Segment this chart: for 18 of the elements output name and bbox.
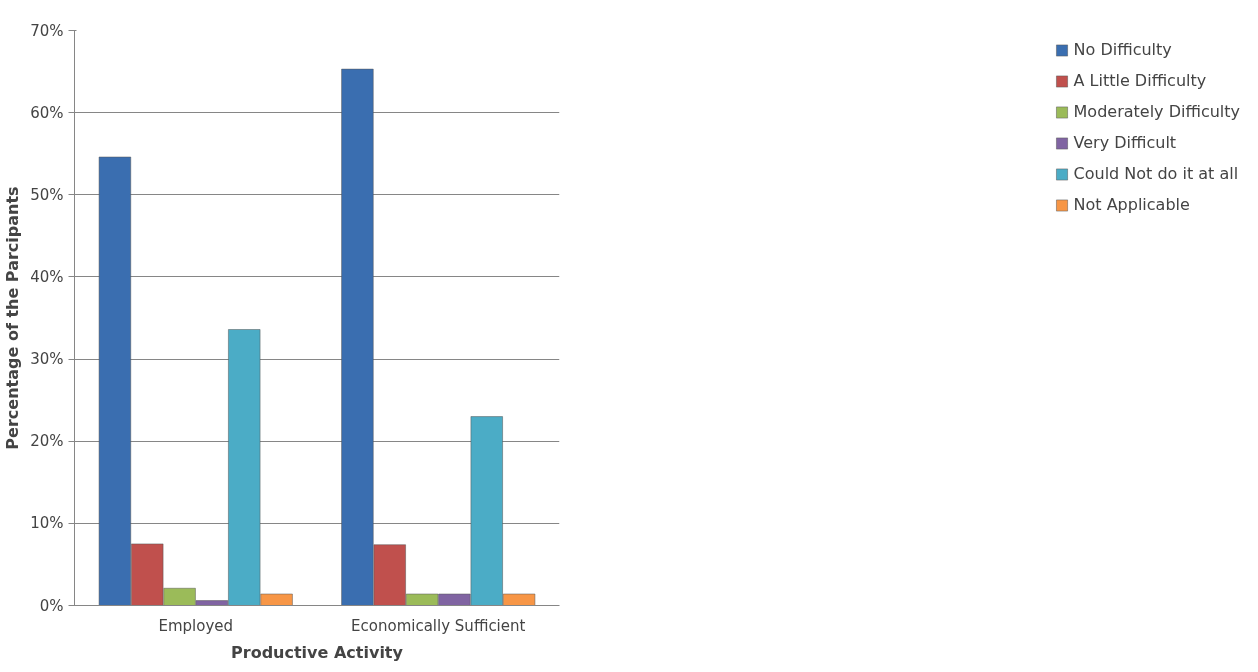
legend-label: Moderately Difficulty	[1073, 102, 1240, 121]
legend-label: No Difficulty	[1073, 40, 1172, 59]
legend-label: Could Not do it at all	[1073, 164, 1239, 183]
legend-label: Not Applicable	[1073, 195, 1190, 214]
legend-label: Very Difficult	[1073, 133, 1177, 152]
x-tick-label: Employed	[158, 616, 234, 635]
y-tick-label: 10%	[30, 514, 64, 533]
legend-label: A Little Difficulty	[1073, 71, 1207, 90]
y-tick-label: 60%	[30, 103, 64, 122]
y-tick-label: 50%	[30, 185, 64, 204]
y-tick-label: 70%	[30, 21, 64, 40]
y-tick-label: 40%	[30, 267, 64, 286]
y-tick-label: 0%	[39, 596, 64, 615]
y-tick-label: 20%	[30, 432, 64, 451]
y-tick-label: 30%	[30, 350, 64, 369]
x-axis-title: Productive Activity	[231, 642, 404, 662]
y-axis-title: Percentage of the Parcipants	[3, 186, 23, 450]
x-tick-label: Economically Sufficient	[351, 616, 526, 635]
